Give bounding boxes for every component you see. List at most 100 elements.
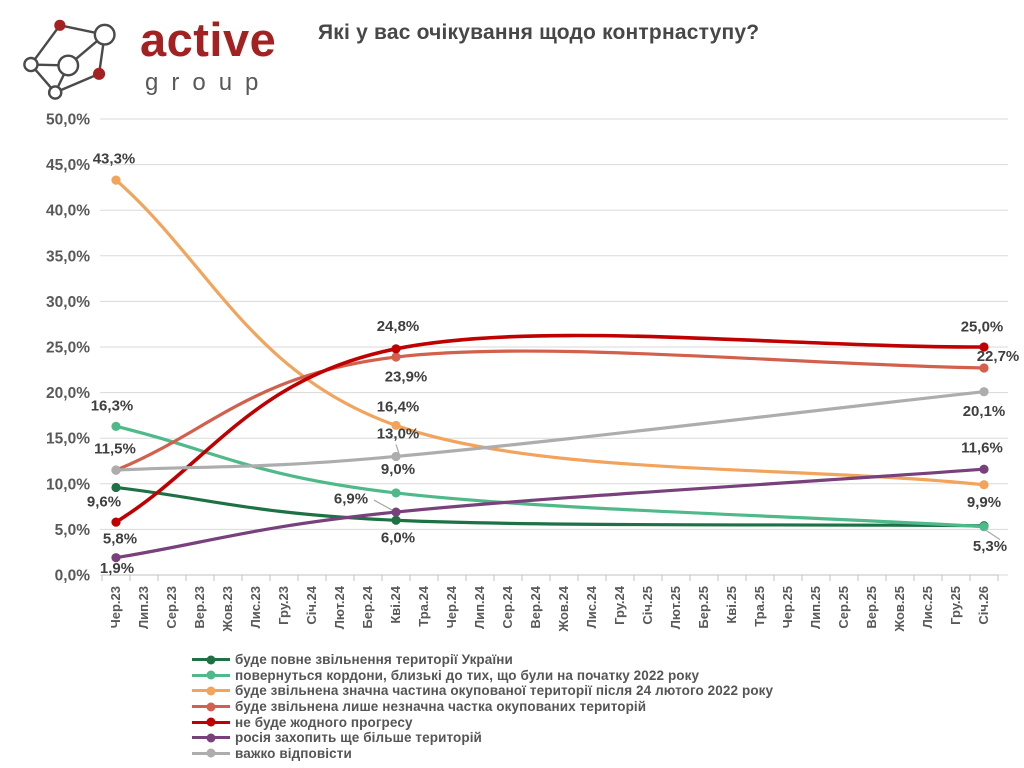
data-point-marker xyxy=(111,465,121,475)
data-label: 5,8% xyxy=(103,530,137,547)
data-point-marker xyxy=(979,387,989,397)
data-point-marker xyxy=(391,420,401,431)
x-tick-label-group: Лис.24 xyxy=(584,585,599,628)
legend-label: буде звільнена значна частина окупованої… xyxy=(235,683,774,699)
data-label: 6,0% xyxy=(381,530,415,547)
x-tick-label-group: Жов.24 xyxy=(556,585,571,632)
legend-marker-icon xyxy=(206,670,216,680)
data-point-marker xyxy=(111,175,121,185)
legend-item: повернуться кордони, близькі до тих, що … xyxy=(192,668,773,684)
data-point-marker xyxy=(391,344,401,354)
x-tick-label: Вер.25 xyxy=(864,586,879,629)
x-tick-label: Сер.24 xyxy=(500,585,515,628)
x-tick-label-group: Лип.25 xyxy=(808,586,823,629)
legend-line-swatch xyxy=(192,748,230,758)
x-tick-label-group: Бер.25 xyxy=(696,586,711,629)
x-tick-label: Жов.24 xyxy=(556,585,571,632)
legend-label: буде звільнена лише незначна частка окуп… xyxy=(235,699,647,715)
x-tick-label-group: Вер.23 xyxy=(192,586,207,629)
data-point-marker xyxy=(111,517,121,527)
series-line xyxy=(114,349,986,472)
x-tick-label: Січ.24 xyxy=(304,585,319,624)
y-tick-label: 50,0% xyxy=(46,112,90,129)
y-tick-label: 40,0% xyxy=(46,203,90,220)
x-tick-label-group: Лют.24 xyxy=(332,585,347,629)
legend-item: буде звільнена лише незначна частка окуп… xyxy=(192,699,773,715)
logo-text: active group xyxy=(140,6,276,97)
x-tick-label: Лис.25 xyxy=(920,586,935,628)
data-point-marker xyxy=(979,363,989,373)
label-leader-line xyxy=(373,499,393,511)
x-tick-label: Січ.25 xyxy=(640,586,655,625)
x-tick-label: Лип.24 xyxy=(472,585,487,629)
data-point-marker xyxy=(391,515,401,525)
x-tick-label-group: Січ.25 xyxy=(640,586,655,625)
legend-marker-icon xyxy=(206,702,216,712)
x-tick-label: Гру.24 xyxy=(612,585,627,625)
data-label: 13,0% xyxy=(377,426,420,443)
x-tick-label-group: Вер.25 xyxy=(864,586,879,629)
x-tick-label: Чер.25 xyxy=(780,586,795,628)
legend-label: важко відповісти xyxy=(235,745,352,761)
y-tick-label: 10,0% xyxy=(46,476,90,493)
x-tick-label: Чер.24 xyxy=(444,585,459,628)
x-tick-label-group: Лип.24 xyxy=(472,585,487,629)
x-tick-label-group: Чер.24 xyxy=(444,585,459,628)
x-tick-label-group: Гру.24 xyxy=(612,585,627,625)
data-point-marker xyxy=(391,451,401,462)
legend-line-swatch xyxy=(192,655,230,665)
legend-marker-icon xyxy=(206,748,216,758)
series-line xyxy=(114,467,986,560)
legend-item: важко відповісти xyxy=(192,746,773,762)
x-tick-label-group: Січ.26 xyxy=(976,586,991,625)
x-tick-label-group: Лют.25 xyxy=(668,586,683,629)
logo-network-icon xyxy=(23,19,116,100)
legend-marker-icon xyxy=(206,655,216,665)
x-tick-label: Сер.23 xyxy=(164,586,179,629)
x-tick-label-group: Сер.24 xyxy=(500,585,515,628)
x-tick-label: Гру.25 xyxy=(948,586,963,625)
data-label: 9,9% xyxy=(967,494,1001,511)
logo-sub-text: group xyxy=(145,69,272,96)
x-tick-label: Лип.25 xyxy=(808,586,823,629)
data-label: 9,0% xyxy=(381,461,415,478)
data-label: 1,9% xyxy=(100,560,134,577)
x-tick-label: Кві.24 xyxy=(388,585,403,623)
x-tick-label-group: Тра.24 xyxy=(416,585,431,626)
legend-item: росія захопить ще більше територій xyxy=(192,730,773,746)
label-leader-line xyxy=(984,529,1001,541)
x-tick-label-group: Сер.23 xyxy=(164,586,179,629)
legend-line-swatch xyxy=(192,670,230,680)
legend-line-swatch xyxy=(192,717,230,727)
legend-item: не буде жодного прогресу xyxy=(192,714,773,730)
x-tick-label: Вер.23 xyxy=(192,586,207,629)
y-tick-label: 5,0% xyxy=(55,522,91,539)
data-label: 16,3% xyxy=(91,398,134,415)
legend-label: не буде жодного прогресу xyxy=(235,714,413,730)
chart-legend: буде повне звільнення території України п… xyxy=(192,652,773,761)
y-tick-label: 20,0% xyxy=(46,385,90,402)
data-label: 25,0% xyxy=(961,318,1004,335)
x-tick-label: Лют.25 xyxy=(668,586,683,629)
legend-label: буде повне звільнення території України xyxy=(235,652,513,668)
data-label: 20,1% xyxy=(963,403,1006,420)
x-tick-label-group: Жов.25 xyxy=(892,586,907,633)
data-point-marker xyxy=(391,507,401,517)
y-tick-label: 25,0% xyxy=(46,340,90,357)
data-point-marker xyxy=(979,522,989,532)
x-tick-label-group: Лип.23 xyxy=(136,586,151,629)
legend-line-swatch xyxy=(192,702,230,712)
x-tick-label: Лют.24 xyxy=(332,585,347,629)
x-tick-label: Тра.24 xyxy=(416,585,431,626)
chart-title: Які у вас очікування щодо контрнаступу? xyxy=(318,21,760,44)
x-tick-label-group: Лис.25 xyxy=(920,586,935,628)
series-line xyxy=(114,390,986,472)
y-tick-label: 45,0% xyxy=(46,157,90,174)
x-tick-label-group: Чер.23 xyxy=(108,586,123,628)
data-label: 16,4% xyxy=(377,399,420,416)
x-tick-label-group: Гру.25 xyxy=(948,586,963,625)
data-label: 5,3% xyxy=(973,538,1007,555)
legend-marker-icon xyxy=(206,686,216,696)
label-leader-line xyxy=(395,444,400,454)
